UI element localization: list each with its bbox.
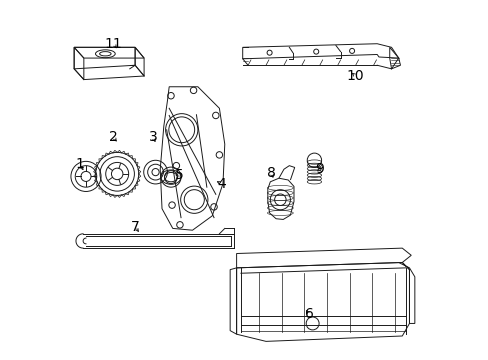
Text: 1: 1: [75, 157, 84, 171]
Text: 6: 6: [304, 307, 313, 321]
Text: 4: 4: [216, 177, 225, 190]
Text: 8: 8: [266, 166, 275, 180]
Text: 3: 3: [148, 130, 157, 144]
Text: 2: 2: [109, 130, 118, 144]
Text: 10: 10: [346, 69, 364, 83]
Text: 11: 11: [104, 37, 122, 51]
Text: 5: 5: [175, 168, 183, 182]
Text: 7: 7: [130, 220, 139, 234]
Text: 9: 9: [315, 162, 324, 176]
